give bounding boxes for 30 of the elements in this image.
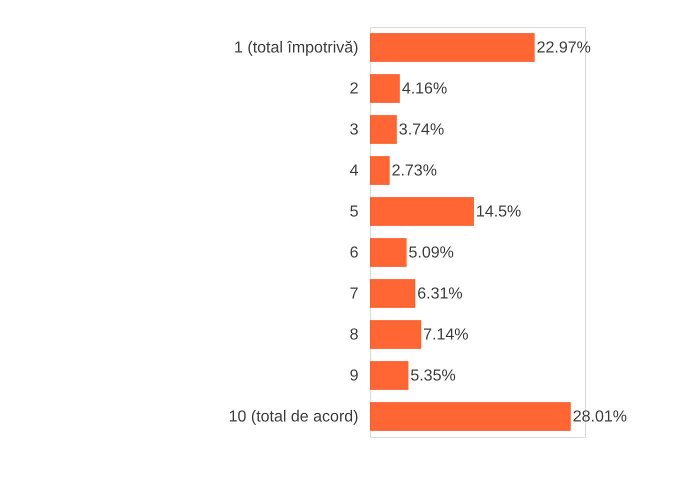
data-label: 7.14% — [423, 326, 469, 344]
y-tick-label: 4 — [350, 162, 359, 180]
data-label: 2.73% — [392, 162, 437, 180]
bar — [370, 156, 390, 185]
data-label: 5.35% — [410, 368, 456, 384]
y-tick-label: 5 — [350, 204, 359, 220]
y-tick-label: 3 — [350, 122, 359, 138]
bar — [370, 197, 474, 226]
y-tick-label: 10 (total de acord) — [228, 408, 358, 426]
data-label: 5.09% — [408, 244, 454, 262]
data-label: 28.01% — [572, 408, 628, 426]
data-label: 3.74% — [398, 122, 444, 138]
data-label: 6.31% — [417, 286, 463, 302]
y-tick-label: 1 (total împotrivă) — [234, 40, 358, 56]
data-label: 14.5% — [476, 204, 522, 220]
y-tick-label: 6 — [350, 244, 359, 262]
bar — [370, 402, 571, 431]
y-tick-label: 8 — [350, 326, 359, 344]
y-tick-label: 7 — [350, 286, 359, 302]
bar — [370, 115, 397, 144]
data-label: 22.97% — [536, 40, 591, 56]
bar — [370, 361, 408, 390]
bar — [370, 279, 416, 308]
data-label: 4.16% — [402, 80, 448, 98]
bar — [370, 74, 400, 103]
y-tick-label: 2 — [350, 80, 359, 98]
bar — [370, 320, 422, 349]
y-tick-label: 9 — [350, 368, 359, 384]
bar — [370, 238, 406, 267]
bar — [370, 33, 535, 62]
